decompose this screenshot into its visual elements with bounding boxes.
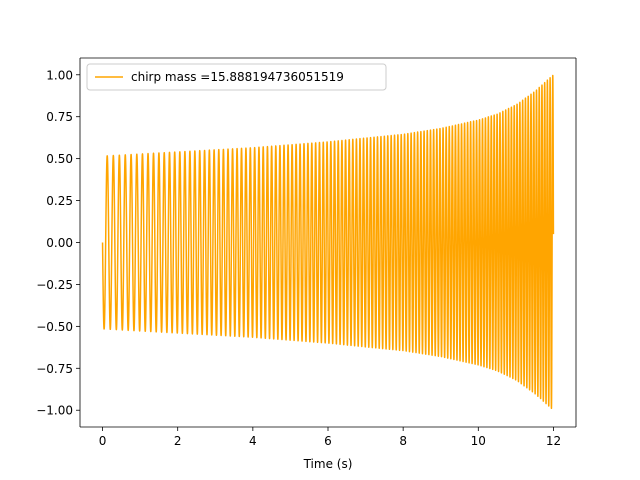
- plot-area: [101, 74, 555, 410]
- y-tick-label: 0.50: [46, 152, 73, 166]
- y-tick-label: 0.00: [46, 236, 73, 250]
- x-tick-label: 4: [249, 434, 257, 448]
- y-tick-label: 0.75: [46, 110, 73, 124]
- x-tick-label: 10: [471, 434, 486, 448]
- legend-label: chirp mass =15.888194736051519: [131, 70, 344, 84]
- x-tick-label: 12: [546, 434, 561, 448]
- y-tick-label: −0.25: [36, 278, 73, 292]
- axes: 0 2 4 6 8 10 12 −1.00 −0.75 −0.50 −0.25 0.00 0.25 0.5…: [36, 57, 577, 448]
- y-tick-label: −0.75: [36, 362, 73, 376]
- y-tick-label: 1.00: [46, 68, 73, 82]
- y-tick-label: −0.50: [36, 320, 73, 334]
- x-tick-label: 6: [324, 434, 332, 448]
- x-tick-label: 2: [174, 434, 182, 448]
- series-line-chirp: [101, 74, 555, 410]
- y-tick-label: −1.00: [36, 404, 73, 418]
- y-tick-label: 0.25: [46, 194, 73, 208]
- legend-box: [86, 63, 387, 91]
- x-tick-label: 8: [399, 434, 407, 448]
- x-tick-label: 0: [99, 434, 107, 448]
- legend: chirp mass =15.888194736051519: [86, 63, 387, 91]
- x-axis-label: Time (s): [303, 457, 353, 471]
